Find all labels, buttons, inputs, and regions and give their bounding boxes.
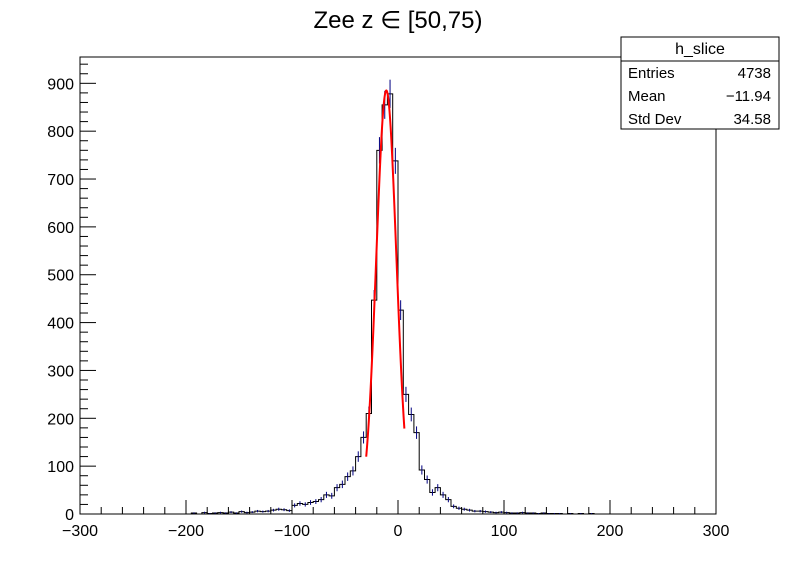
y-tick-label: 500 [47,268,74,285]
stats-stddev-value: 34.58 [733,111,771,128]
y-tick-label: 300 [47,363,74,380]
fit-layer [365,89,406,457]
stats-mean-value: −11.94 [726,88,771,105]
y-tick-label: 200 [47,411,74,428]
y-axis: 0 100 200 300 400 500 600 700 800 900 [47,63,96,524]
y-tick-label: 900 [47,76,74,93]
x-tick-label: −300 [62,523,98,540]
x-axis: −300 −200 −100 0 100 200 300 [62,500,729,540]
chart-title: Zee z ∈ [50,75) [314,7,483,34]
y-tick-label: 800 [47,124,74,141]
stats-box-frame [620,36,780,130]
x-tick-label: −100 [274,523,310,540]
stats-entries-value: 4738 [738,65,771,82]
stats-stddev-label: Std Dev [628,111,682,128]
stats-box-title: h_slice [675,41,725,58]
x-tick-label: 200 [597,523,624,540]
y-tick-label: 100 [47,459,74,476]
stats-mean-label: Mean [628,88,666,105]
x-tick-label: 100 [491,523,518,540]
stats-entries-label: Entries [628,65,675,82]
y-tick-label: 400 [47,316,74,333]
gaussian-fit-curve [365,89,406,457]
y-tick-label: 700 [47,172,74,189]
y-tick-label: 0 [65,507,74,524]
x-tick-label: 300 [703,523,730,540]
x-tick-label: −200 [168,523,204,540]
x-tick-label: 0 [394,523,403,540]
stats-box: h_slice Entries 4738 Mean −11.94 Std Dev… [620,36,780,130]
y-tick-label: 600 [47,220,74,237]
